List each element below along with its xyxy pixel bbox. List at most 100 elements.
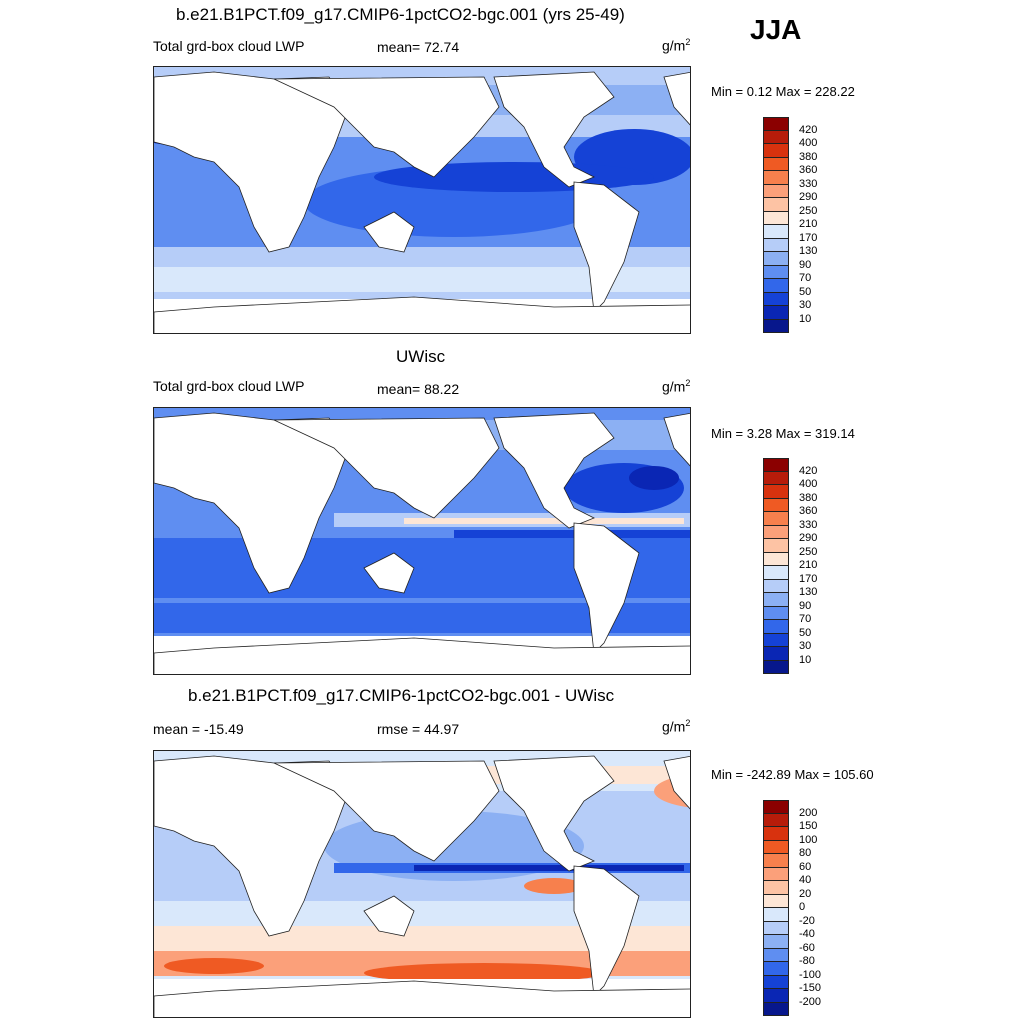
- colorbar-tick-label: -200: [799, 995, 822, 1008]
- panel-2-units: g/m2: [662, 378, 691, 395]
- colorbar-swatch: [763, 512, 789, 526]
- colorbar-tick-label: 30: [799, 640, 812, 652]
- colorbar-tick-label: 290: [799, 532, 818, 544]
- colorbar-tick-label: 400: [799, 137, 818, 149]
- colorbar-swatch: [763, 265, 789, 279]
- colorbar-tick-label: 200: [799, 806, 818, 819]
- colorbar-tick-label: 420: [799, 123, 818, 136]
- colorbar-tick-label: 360: [799, 164, 818, 176]
- colorbar-swatch: [763, 921, 789, 935]
- panel-3-mean-label: mean = -15.49: [153, 721, 244, 737]
- colorbar-tick-label: 290: [799, 191, 818, 203]
- colorbar-swatch: [763, 840, 789, 854]
- colorbar-swatch: [763, 908, 789, 922]
- colorbar-swatch: [763, 620, 789, 634]
- colorbar-swatch: [763, 292, 789, 306]
- colorbar-swatch: [763, 935, 789, 949]
- colorbar-tick-label: 10: [799, 312, 812, 325]
- colorbar-swatch: [763, 198, 789, 212]
- colorbar-swatch: [763, 252, 789, 266]
- panel-2-mean-label: mean= 88.22: [377, 381, 460, 397]
- colorbar-swatch: [763, 881, 789, 895]
- colorbar-swatch: [763, 948, 789, 962]
- colorbar-tick-label: 60: [799, 860, 812, 873]
- colorbar-swatch: [763, 184, 789, 198]
- colorbar-tick-label: 70: [799, 272, 812, 284]
- panel-1-units: g/m2: [662, 37, 691, 54]
- colorbar-tick-label: 80: [799, 847, 812, 859]
- panel-1-variable-label: Total grd-box cloud LWP: [153, 38, 305, 54]
- colorbar-tick-label: -100: [799, 968, 822, 981]
- colorbar-swatch: [763, 485, 789, 499]
- colorbar-tick-label: 250: [799, 545, 818, 558]
- colorbar-tick-label: -40: [799, 928, 815, 940]
- colorbar-tick-label: 210: [799, 218, 818, 230]
- colorbar-swatch: [763, 989, 789, 1003]
- panel-3-map-svg: [154, 751, 690, 1017]
- colorbar-tick-label: 250: [799, 204, 818, 217]
- panel-3-colorbar: [763, 800, 789, 1016]
- colorbar-tick-label: 50: [799, 285, 812, 298]
- colorbar-swatch: [763, 130, 789, 144]
- colorbar-swatch: [763, 539, 789, 553]
- colorbar-swatch: [763, 579, 789, 593]
- panel-1-map-svg: [154, 67, 690, 333]
- colorbar-swatch: [763, 144, 789, 158]
- colorbar-tick-label: 40: [799, 874, 812, 886]
- colorbar-swatch: [763, 593, 789, 607]
- colorbar-tick-label: 130: [799, 586, 818, 598]
- colorbar-tick-label: 380: [799, 150, 818, 163]
- colorbar-swatch: [763, 471, 789, 485]
- colorbar-swatch: [763, 552, 789, 566]
- colorbar-swatch: [763, 894, 789, 908]
- colorbar-tick-label: 330: [799, 518, 818, 531]
- colorbar-tick-label: 90: [799, 599, 812, 612]
- colorbar-swatch: [763, 606, 789, 620]
- colorbar-tick-label: 330: [799, 177, 818, 190]
- colorbar-tick-label: 20: [799, 887, 812, 900]
- colorbar-swatch: [763, 525, 789, 539]
- colorbar-swatch: [763, 566, 789, 580]
- colorbar-swatch: [763, 171, 789, 185]
- panel-2-map-svg: [154, 408, 690, 674]
- panel-2-colorbar: [763, 458, 789, 674]
- panel-2-minmax: Min = 3.28 Max = 319.14: [711, 426, 855, 441]
- colorbar-tick-label: 100: [799, 833, 818, 846]
- colorbar-tick-label: 150: [799, 820, 818, 832]
- panel-1-map: [153, 66, 691, 334]
- colorbar-swatch: [763, 498, 789, 512]
- colorbar-swatch: [763, 1002, 789, 1016]
- colorbar-tick-label: 380: [799, 491, 818, 504]
- colorbar-tick-label: 170: [799, 572, 818, 585]
- colorbar-tick-label: 50: [799, 626, 812, 639]
- colorbar-tick-label: 70: [799, 613, 812, 625]
- colorbar-swatch: [763, 157, 789, 171]
- colorbar-tick-label: 170: [799, 231, 818, 244]
- colorbar-swatch: [763, 319, 789, 333]
- colorbar-swatch: [763, 660, 789, 674]
- panel-2-variable-label: Total grd-box cloud LWP: [153, 378, 305, 394]
- colorbar-tick-label: 400: [799, 478, 818, 490]
- colorbar-tick-label: -80: [799, 955, 815, 967]
- panel-2-title: UWisc: [396, 347, 446, 366]
- colorbar-swatch: [763, 827, 789, 841]
- colorbar-tick-label: 130: [799, 245, 818, 257]
- colorbar-tick-label: -60: [799, 941, 815, 954]
- panel-3-minmax: Min = -242.89 Max = 105.60: [711, 767, 874, 782]
- colorbar-tick-label: 420: [799, 464, 818, 477]
- colorbar-tick-label: -20: [799, 914, 815, 927]
- colorbar-swatch: [763, 975, 789, 989]
- colorbar-tick-label: 30: [799, 299, 812, 311]
- colorbar-tick-label: 360: [799, 505, 818, 517]
- panel-1-minmax: Min = 0.12 Max = 228.22: [711, 84, 855, 99]
- panel-1-mean-label: mean= 72.74: [377, 39, 460, 55]
- colorbar-swatch: [763, 867, 789, 881]
- colorbar-swatch: [763, 458, 789, 472]
- panel-1-title: b.e21.B1PCT.f09_g17.CMIP6-1pctCO2-bgc.00…: [176, 5, 625, 24]
- panel-1-colorbar: [763, 117, 789, 333]
- colorbar-swatch: [763, 225, 789, 239]
- colorbar-swatch: [763, 211, 789, 225]
- colorbar-swatch: [763, 813, 789, 827]
- colorbar-swatch: [763, 633, 789, 647]
- colorbar-swatch: [763, 854, 789, 868]
